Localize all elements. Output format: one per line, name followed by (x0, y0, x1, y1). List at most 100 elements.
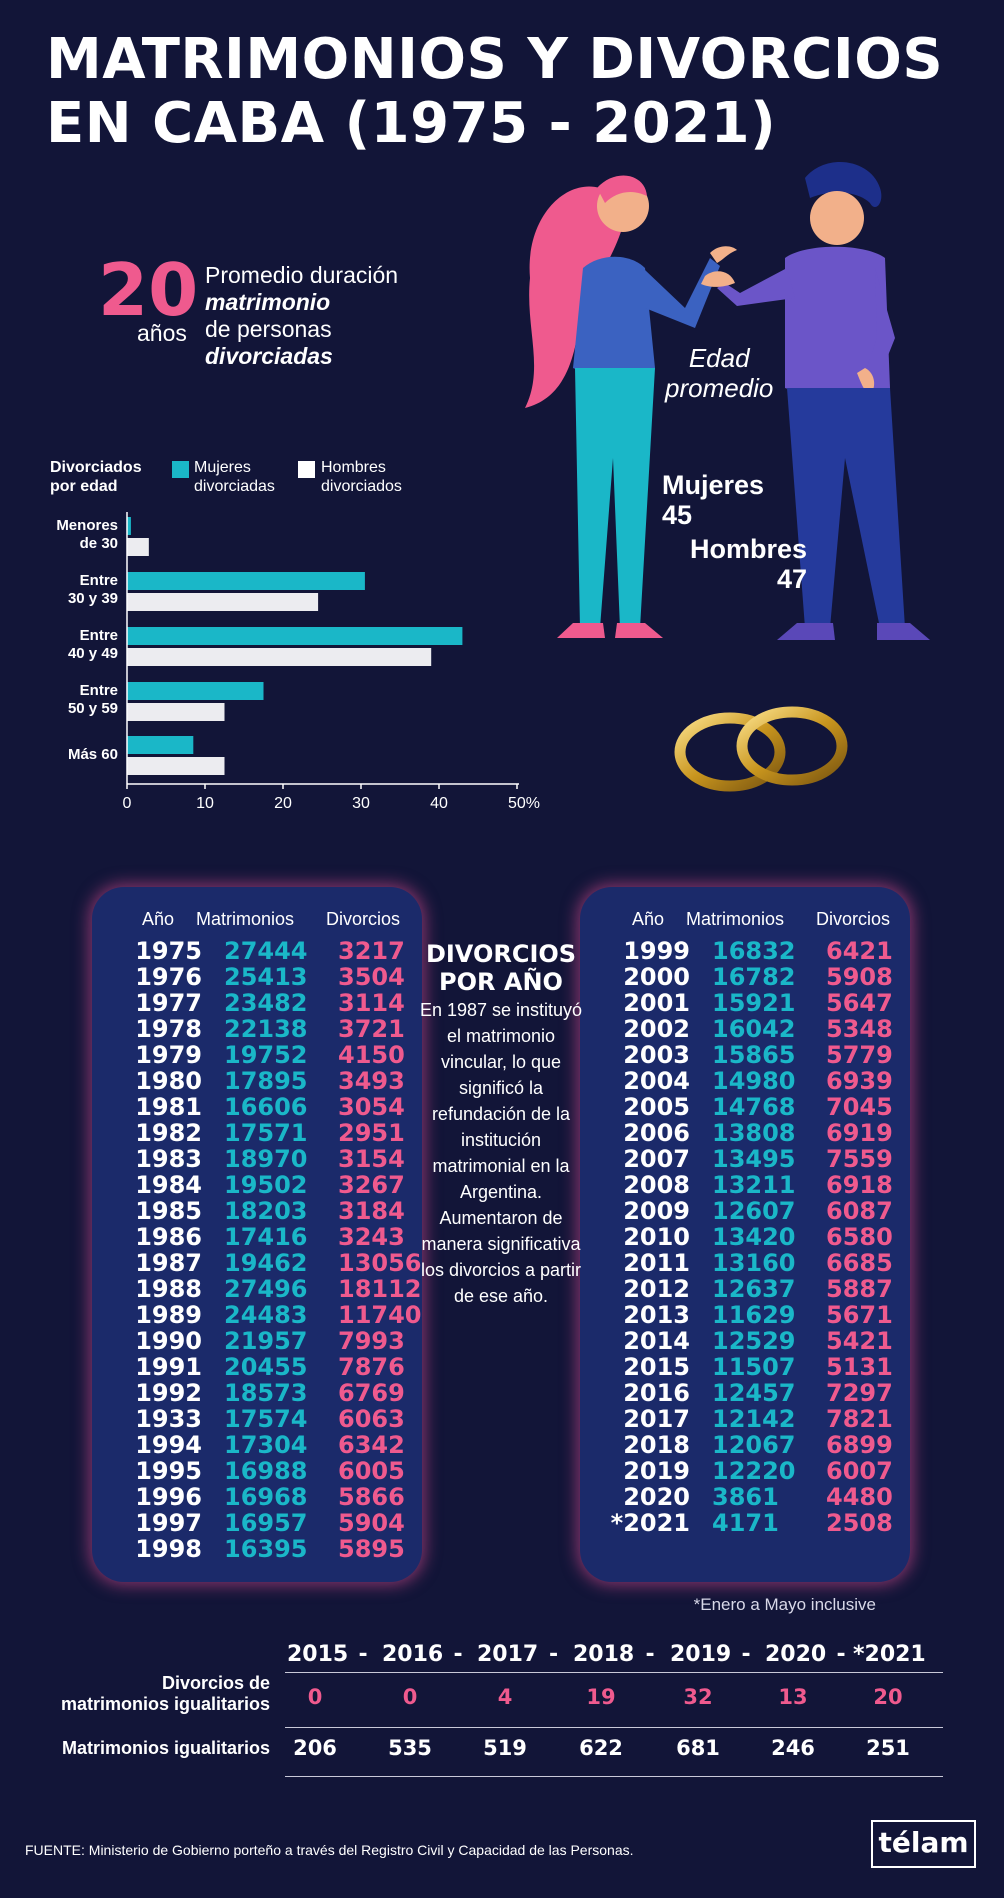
marriages-cell: 23482 (224, 989, 308, 1017)
age-chart-title: Divorciados por edad (50, 458, 142, 496)
divorces-cell: 3154 (338, 1145, 405, 1173)
average-age-title-2: promedio (665, 373, 774, 403)
marriages-cell: 16988 (224, 1457, 308, 1485)
average-age-women: Mujeres 45 (662, 470, 764, 530)
divorces-cell: 6342 (338, 1431, 405, 1459)
egalitarian-separator: - (645, 1642, 655, 1667)
divorces-cell: 3493 (338, 1067, 405, 1095)
egalitarian-year: 2018 (573, 1642, 635, 1667)
divorces-cell: 4150 (338, 1041, 405, 1069)
table-row: 2011 13160 6685 (596, 1250, 896, 1276)
divorces-cell: 3721 (338, 1015, 405, 1043)
divorces-cell: 5887 (826, 1275, 893, 1303)
average-age-men-label: Hombres (690, 534, 808, 564)
age-label-under-30-2: de 30 (79, 535, 118, 552)
divorces-cell: 2508 (826, 1509, 893, 1537)
wedding-rings-icon (674, 706, 848, 792)
year-cell: 1990 (135, 1327, 202, 1355)
marriages-cell: 12067 (712, 1431, 796, 1459)
divorces-cell: 3243 (338, 1223, 405, 1251)
egalitarian-value: 32 (683, 1685, 713, 1709)
duration-unit: años (137, 320, 187, 346)
marriages-cell: 13808 (712, 1119, 796, 1147)
year-cell: 2006 (623, 1119, 690, 1147)
year-cell: 1933 (135, 1405, 202, 1433)
title-line-2: EN CABA (1975 - 2021) (46, 91, 777, 156)
telam-logo: télam (871, 1820, 976, 1868)
year-cell: 1985 (135, 1197, 202, 1225)
egalitarian-year: 2020 (765, 1642, 827, 1667)
duration-line-2: matrimonio (205, 289, 331, 315)
year-cell: 2020 (623, 1483, 690, 1511)
legend-swatch-women (172, 461, 189, 478)
divorces-cell: 5421 (826, 1327, 893, 1355)
page-title: MATRIMONIOS Y DIVORCIOS EN CABA (1975 - … (46, 28, 943, 156)
table-row: 1984 19502 3267 (108, 1172, 408, 1198)
legend-women-1: Mujeres (194, 459, 251, 476)
marriages-cell: 27496 (224, 1275, 308, 1303)
divorces-cell: 3054 (338, 1093, 405, 1121)
divorces-cell: 6919 (826, 1119, 893, 1147)
marriages-cell: 22138 (224, 1015, 308, 1043)
average-age-men-value: 47 (776, 564, 808, 594)
year-cell: 1984 (135, 1171, 202, 1199)
year-cell: 1999 (623, 937, 690, 965)
title-line-1: MATRIMONIOS Y DIVORCIOS (46, 27, 944, 92)
marriages-cell: 12637 (712, 1275, 796, 1303)
duration-number: 20 (98, 248, 199, 332)
average-age-title-1: Edad (688, 343, 750, 373)
table-row: 2005 14768 7045 (596, 1094, 896, 1120)
table-row: 2008 13211 6918 (596, 1172, 896, 1198)
year-cell: 2014 (623, 1327, 690, 1355)
marriages-cell: 13495 (712, 1145, 796, 1173)
bar-women-3 (127, 682, 264, 700)
marriages-cell: 16968 (224, 1483, 308, 1511)
year-cell: 2018 (623, 1431, 690, 1459)
marriages-cell: 11507 (712, 1353, 796, 1381)
table-row: 2015 11507 5131 (596, 1354, 896, 1380)
marriages-cell: 16957 (224, 1509, 308, 1537)
egalitarian-value: 251 (866, 1736, 910, 1760)
year-cell: *2021 (610, 1509, 690, 1537)
table-row: 1978 22138 3721 (108, 1016, 408, 1042)
divorces-cell: 5671 (826, 1301, 893, 1329)
year-cell: 1982 (135, 1119, 202, 1147)
marriages-cell: 18203 (224, 1197, 308, 1225)
egalitarian-marriages-label: Matrimonios igualitarios (61, 1738, 270, 1758)
age-label-30-39-2: 30 y 39 (67, 590, 118, 607)
divorces-cell: 3114 (338, 989, 405, 1017)
divorces-cell: 3504 (338, 963, 405, 991)
table-row: 1977 23482 3114 (108, 990, 408, 1016)
egalitarian-value: 519 (483, 1736, 527, 1760)
table-row: 2009 12607 6087 (596, 1198, 896, 1224)
divorces-cell: 5904 (338, 1509, 405, 1537)
year-cell: 1996 (135, 1483, 202, 1511)
age-label-under-30: Menores de 30 (22, 517, 118, 553)
divorces-cell: 6899 (826, 1431, 893, 1459)
year-cell: 2016 (623, 1379, 690, 1407)
age-label-30-39: Entre 30 y 39 (22, 572, 118, 608)
year-cell: 2001 (623, 989, 690, 1017)
average-age-men: Hombres 47 (690, 534, 807, 594)
table-row: 1975 27444 3217 (108, 938, 408, 964)
x-tick-label: 10 (196, 795, 214, 812)
divorces-cell: 6939 (826, 1067, 893, 1095)
table-row: 1933 17574 6063 (108, 1406, 408, 1432)
egalitarian-value: 4 (497, 1685, 513, 1709)
column-header-divorces: Divorcios (326, 909, 401, 929)
divorces-cell: 13056 (338, 1249, 422, 1277)
divorces-cell: 7821 (826, 1405, 893, 1433)
year-cell: 2017 (623, 1405, 690, 1433)
bar-women-2 (127, 627, 463, 645)
table-row: 2014 12529 5421 (596, 1328, 896, 1354)
table-row: 2007 13495 7559 (596, 1146, 896, 1172)
divorces-cell: 6769 (338, 1379, 405, 1407)
legend-women: Mujeres divorciadas (194, 458, 275, 496)
year-cell: 2013 (623, 1301, 690, 1329)
marriages-cell: 16042 (712, 1015, 796, 1043)
marriages-cell: 27444 (224, 937, 308, 965)
year-cell: 2008 (623, 1171, 690, 1199)
divorces-per-year-title: DIVORCIOS POR AÑO (425, 940, 577, 996)
egalitarian-divorces-label-1: Divorcios de (161, 1673, 270, 1693)
year-cell: 1988 (135, 1275, 202, 1303)
